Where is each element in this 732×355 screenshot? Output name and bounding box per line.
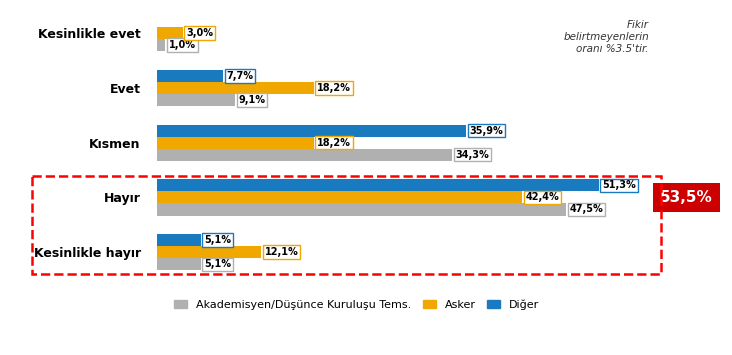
Text: 9,1%: 9,1% <box>239 95 266 105</box>
Text: 53,5%: 53,5% <box>660 190 713 205</box>
Bar <box>157 137 313 149</box>
Bar <box>157 179 599 191</box>
Bar <box>157 203 566 215</box>
Text: 3,0%: 3,0% <box>186 28 213 38</box>
Bar <box>32 176 661 274</box>
Text: 7,7%: 7,7% <box>227 71 253 81</box>
Text: 1,0%: 1,0% <box>169 40 196 50</box>
Text: 51,3%: 51,3% <box>602 180 636 190</box>
Text: 47,5%: 47,5% <box>569 204 603 214</box>
Bar <box>157 82 313 94</box>
Bar <box>157 27 183 39</box>
Bar <box>157 246 261 258</box>
Text: 12,1%: 12,1% <box>264 247 298 257</box>
Legend: Akademisyen/Düşünce Kuruluşu Tems., Asker, Diğer: Akademisyen/Düşünce Kuruluşu Tems., Aske… <box>170 295 544 314</box>
Bar <box>157 94 235 106</box>
Bar <box>157 149 452 161</box>
Text: 42,4%: 42,4% <box>526 192 559 202</box>
Bar <box>157 191 522 203</box>
Text: 5,1%: 5,1% <box>204 235 231 245</box>
Bar <box>157 39 165 51</box>
Text: 18,2%: 18,2% <box>317 83 351 93</box>
Text: 34,3%: 34,3% <box>456 150 490 160</box>
Text: Fikir
belirtmeyenlerin
oranı %3.5'tir.: Fikir belirtmeyenlerin oranı %3.5'tir. <box>563 20 649 54</box>
Bar <box>157 234 201 246</box>
Bar <box>157 125 466 137</box>
Text: 5,1%: 5,1% <box>204 259 231 269</box>
Text: 18,2%: 18,2% <box>317 138 351 148</box>
Text: 35,9%: 35,9% <box>469 126 503 136</box>
Bar <box>157 258 201 270</box>
Bar <box>157 70 223 82</box>
